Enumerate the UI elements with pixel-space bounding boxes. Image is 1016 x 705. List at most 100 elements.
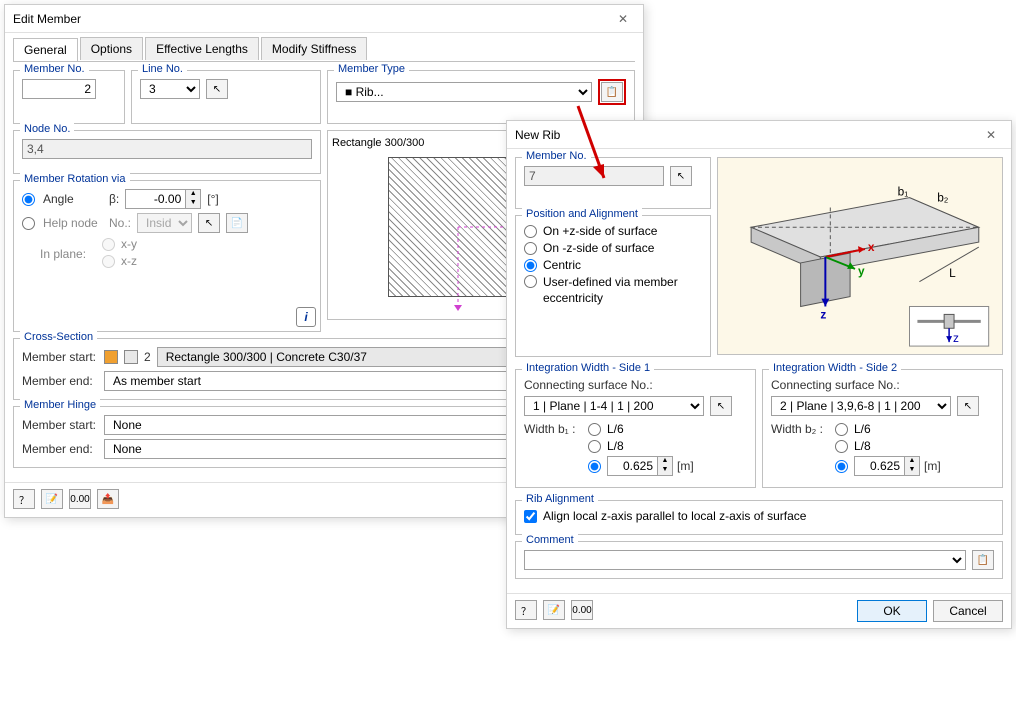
hinge-start-label: Member start: — [22, 418, 98, 432]
no-label: No.: — [109, 216, 131, 230]
cross-section-title: Cross-Section — [20, 331, 97, 343]
side1-pick-icon[interactable]: ↖ — [710, 396, 732, 416]
note-icon[interactable]: 📝 — [543, 600, 565, 620]
svg-text:y: y — [858, 264, 865, 278]
new-rib-window: New Rib ✕ Member No. ↖ Position and Alig… — [506, 120, 1012, 629]
side2-title: Integration Width - Side 2 — [769, 362, 901, 374]
side2-pick-icon[interactable]: ↖ — [957, 396, 979, 416]
rib-align-check[interactable] — [524, 510, 537, 523]
side1-title: Integration Width - Side 1 — [522, 362, 654, 374]
helpnode-label: Help node — [43, 216, 103, 230]
helpnode-select: Inside — [137, 213, 192, 233]
beta-label: β: — [109, 192, 119, 206]
units-icon[interactable]: 0.00 — [69, 489, 91, 509]
side2-l6-radio[interactable] — [835, 423, 848, 436]
tab-modify-stiffness[interactable]: Modify Stiffness — [261, 37, 367, 60]
pos-minus-z-radio[interactable] — [524, 242, 537, 255]
svg-text:b₁: b₁ — [898, 185, 909, 199]
pick-node-icon[interactable]: ↖ — [198, 213, 220, 233]
rib-diagram: x y z b₁ b₂ L — [717, 157, 1003, 355]
new-rib-toolbar: ？ 📝 0.00 OK Cancel — [507, 593, 1011, 628]
inplane-label: In plane: — [40, 247, 96, 261]
side2-l8-radio[interactable] — [835, 440, 848, 453]
xy-radio — [102, 238, 115, 251]
node-no-label: Node No. — [20, 123, 74, 135]
comment-select[interactable] — [524, 550, 966, 570]
close-icon[interactable]: ✕ — [979, 125, 1003, 145]
angle-label: Angle — [43, 192, 103, 206]
side1-l8-radio[interactable] — [588, 440, 601, 453]
side2-conn-select[interactable]: 2 | Plane | 3,9,6-8 | 1 | 200 — [771, 396, 951, 416]
node-no-input — [22, 139, 312, 159]
member-no-input[interactable] — [22, 79, 96, 99]
angle-value[interactable] — [125, 189, 185, 209]
line-no-label: Line No. — [138, 63, 187, 75]
pick-line-icon[interactable]: ↖ — [206, 79, 228, 99]
side2-val-radio[interactable] — [835, 460, 848, 473]
rib-align-label: Align local z-axis parallel to local z-a… — [543, 509, 806, 523]
preview-label: Rectangle 300/300 — [332, 137, 424, 149]
cs-start-label: Member start: — [22, 350, 98, 364]
edit-member-title: Edit Member — [13, 12, 81, 26]
position-title: Position and Alignment — [522, 208, 642, 220]
rib-member-no-input — [524, 166, 664, 186]
side1-val-input[interactable] — [607, 456, 657, 476]
note-icon[interactable]: 📝 — [41, 489, 63, 509]
pos-plus-z-radio[interactable] — [524, 225, 537, 238]
pos-centric-radio[interactable] — [524, 259, 537, 272]
export-icon[interactable]: 📤 — [97, 489, 119, 509]
member-no-label: Member No. — [20, 63, 89, 75]
side1-unit: [m] — [677, 459, 694, 473]
member-type-edit-icon[interactable]: 📋 — [601, 82, 623, 102]
side1-conn-label: Connecting surface No.: — [524, 378, 747, 392]
tab-effective-lengths[interactable]: Effective Lengths — [145, 37, 259, 60]
cs-start-num: 2 — [144, 350, 151, 364]
ok-button[interactable]: OK — [857, 600, 927, 622]
side2-conn-label: Connecting surface No.: — [771, 378, 994, 392]
side2-val-spinner[interactable]: ▲▼ — [854, 456, 920, 476]
new-rib-title: New Rib — [515, 128, 560, 142]
helpnode-radio[interactable] — [22, 217, 35, 230]
xz-radio — [102, 255, 115, 268]
member-type-edit-highlight: 📋 — [598, 79, 626, 105]
side1-val-radio[interactable] — [588, 460, 601, 473]
pos-user-radio[interactable] — [524, 275, 537, 288]
cancel-button[interactable]: Cancel — [933, 600, 1003, 622]
side1-l6-radio[interactable] — [588, 423, 601, 436]
help-icon[interactable]: ？ — [515, 600, 537, 620]
side1-width-label: Width b₁ : — [524, 422, 582, 436]
hinge-end-label: Member end: — [22, 442, 98, 456]
rib-align-title: Rib Alignment — [522, 493, 598, 505]
new-node-icon[interactable]: 📄 — [226, 213, 248, 233]
new-rib-titlebar: New Rib ✕ — [507, 121, 1011, 149]
side2-unit: [m] — [924, 459, 941, 473]
tab-general[interactable]: General — [13, 38, 78, 61]
pick-member-icon[interactable]: ↖ — [670, 166, 692, 186]
member-type-label: Member Type — [334, 63, 409, 75]
svg-text:z: z — [820, 307, 826, 321]
close-icon[interactable]: ✕ — [611, 9, 635, 29]
comment-pick-icon[interactable]: 📋 — [972, 550, 994, 570]
member-type-select[interactable]: ■ Rib... — [336, 82, 592, 102]
cs-gray-swatch — [124, 350, 138, 364]
line-no-select[interactable]: 3 — [140, 79, 200, 99]
edit-member-titlebar: Edit Member ✕ — [5, 5, 643, 33]
angle-unit: [°] — [207, 192, 218, 206]
help-icon[interactable]: ？ — [13, 489, 35, 509]
angle-spinner[interactable]: ▲▼ — [125, 189, 201, 209]
hinge-title: Member Hinge — [20, 399, 100, 411]
svg-text:L: L — [949, 266, 956, 280]
rib-member-no-label: Member No. — [522, 150, 591, 162]
side2-width-label: Width b₂ : — [771, 422, 829, 436]
cs-end-label: Member end: — [22, 374, 98, 388]
svg-text:b₂: b₂ — [937, 191, 949, 205]
side2-val-input[interactable] — [854, 456, 904, 476]
info-icon[interactable]: i — [296, 307, 316, 327]
angle-radio[interactable] — [22, 193, 35, 206]
comment-title: Comment — [522, 534, 578, 546]
units-icon[interactable]: 0.00 — [571, 600, 593, 620]
side1-conn-select[interactable]: 1 | Plane | 1-4 | 1 | 200 — [524, 396, 704, 416]
tab-options[interactable]: Options — [80, 37, 143, 60]
cs-color-swatch — [104, 350, 118, 364]
side1-val-spinner[interactable]: ▲▼ — [607, 456, 673, 476]
